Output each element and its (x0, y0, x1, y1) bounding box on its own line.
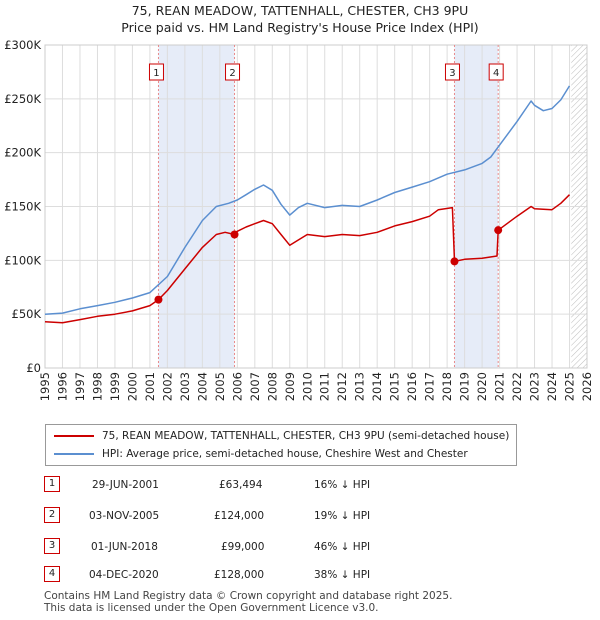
x-tick-label: 2026 (580, 372, 594, 401)
y-tick-label: £200K (4, 146, 41, 160)
transaction-date: 29-JUN-2001 (92, 479, 159, 491)
legend-hpi-line (54, 453, 94, 455)
sale-marker-label: 1 (153, 68, 159, 79)
sale-marker-box (444, 63, 460, 81)
transaction-number-badge: 2 (44, 507, 60, 523)
x-tick-label: 2012 (335, 372, 349, 401)
x-tick-label: 2007 (248, 372, 262, 401)
x-tick-label: 2015 (388, 372, 402, 401)
x-tick-label: 2021 (493, 372, 507, 401)
x-tick-label: 2000 (125, 372, 139, 401)
x-tick-label: 2004 (195, 372, 209, 401)
sale-marker-label: 2 (229, 68, 235, 79)
x-tick-label: 2009 (283, 372, 297, 401)
x-tick-label: 2024 (545, 372, 559, 401)
table-row: 3 01-JUN-2018 £99,000 46% ↓ HPI (0, 538, 600, 558)
legend-hpi: HPI: Average price, semi-detached house,… (54, 446, 468, 462)
x-tick-label: 2011 (318, 372, 332, 401)
transaction-price: £124,000 (214, 510, 265, 522)
x-tick-label: 2006 (230, 372, 244, 401)
table-row: 4 04-DEC-2020 £128,000 38% ↓ HPI (0, 566, 600, 586)
legend-property-label: 75, REAN MEADOW, TATTENHALL, CHESTER, CH… (102, 430, 510, 442)
x-tick-label: 2010 (300, 372, 314, 401)
sale-marker-box (225, 63, 241, 81)
y-tick-label: £150K (4, 200, 41, 214)
transaction-price: £63,494 (219, 479, 263, 491)
x-tick-label: 2019 (458, 372, 472, 401)
transaction-date: 03-NOV-2005 (89, 510, 160, 522)
transaction-hpi-diff: 38% ↓ HPI (314, 569, 371, 581)
price-chart: £0 £50K £100K £150K £200K £250K £300K 1995 1996 1… (4, 38, 594, 401)
plot-border (44, 44, 588, 369)
x-tick-label: 2013 (353, 372, 367, 401)
transaction-number-badge: 3 (44, 538, 60, 554)
transaction-number-badge: 4 (44, 566, 60, 582)
x-tick-label: 2002 (160, 372, 174, 401)
footer-copyright: Contains HM Land Registry data © Crown c… (44, 590, 453, 602)
hpi-line (44, 85, 571, 315)
x-tick-label: 2017 (423, 372, 437, 401)
legend-hpi-label: HPI: Average price, semi-detached house,… (102, 448, 468, 460)
y-tick-label: £50K (12, 307, 42, 321)
sale-point (154, 295, 163, 304)
legend-property: 75, REAN MEADOW, TATTENHALL, CHESTER, CH… (54, 428, 509, 444)
transaction-hpi-diff: 16% ↓ HPI (314, 479, 371, 491)
x-tick-label: 2023 (528, 372, 542, 401)
y-tick-label: £300K (4, 38, 41, 52)
x-tick-label: 2025 (563, 372, 577, 401)
x-tick-label: 2001 (143, 372, 157, 401)
chart-title: 75, REAN MEADOW, TATTENHALL, CHESTER, CH… (131, 3, 469, 18)
sale-marker-box (148, 63, 164, 81)
transaction-hpi-diff: 19% ↓ HPI (314, 510, 371, 522)
x-tick-label: 2020 (475, 372, 489, 401)
y-tick-label: £0 (26, 361, 41, 375)
x-tick-label: 2022 (510, 372, 524, 401)
x-tick-label: 1998 (90, 372, 104, 401)
transaction-date: 04-DEC-2020 (89, 569, 159, 581)
transaction-hpi-diff: 46% ↓ HPI (314, 541, 371, 553)
sale-point (494, 226, 503, 235)
chart-legend: 75, REAN MEADOW, TATTENHALL, CHESTER, CH… (45, 424, 517, 466)
chart-subtitle: Price paid vs. HM Land Registry's House … (121, 20, 479, 35)
x-tick-label: 2005 (213, 372, 227, 401)
legend-property-line (54, 435, 94, 437)
sale-marker-box (488, 63, 504, 81)
x-tick-label: 1999 (108, 372, 122, 401)
transaction-price: £99,000 (221, 541, 265, 553)
transaction-date: 01-JUN-2018 (91, 541, 158, 553)
y-tick-label: £250K (4, 92, 41, 106)
table-row: 1 29-JUN-2001 £63,494 16% ↓ HPI (0, 476, 600, 496)
x-tick-label: 2014 (370, 372, 384, 401)
sale-point (450, 257, 459, 266)
x-tick-label: 2003 (178, 372, 192, 401)
x-tick-label: 2018 (440, 372, 454, 401)
x-tick-label: 2016 (405, 372, 419, 401)
sale-marker-label: 3 (449, 68, 455, 79)
transaction-price: £128,000 (214, 569, 265, 581)
x-tick-label: 1996 (55, 372, 69, 401)
x-tick-label: 2008 (265, 372, 279, 401)
sale-marker-label: 4 (493, 68, 499, 79)
x-tick-label: 1997 (73, 372, 87, 401)
footer-licence: This data is licensed under the Open Gov… (44, 602, 379, 614)
transaction-number-badge: 1 (44, 476, 60, 492)
y-tick-label: £100K (4, 253, 41, 267)
table-row: 2 03-NOV-2005 £124,000 19% ↓ HPI (0, 507, 600, 527)
x-tick-label: 1995 (38, 372, 52, 401)
sale-point (230, 230, 239, 239)
